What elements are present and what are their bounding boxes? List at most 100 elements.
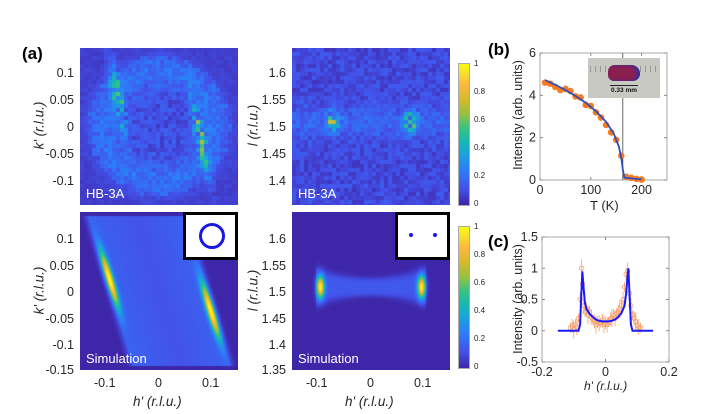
colorbar-tick: 0.8	[474, 87, 486, 96]
colorbar-tick: 0.2	[474, 171, 486, 180]
xtick: -0.1	[94, 376, 116, 390]
data-point	[599, 318, 605, 324]
colorbar-tick: 0.4	[474, 306, 486, 315]
data-point	[631, 315, 637, 321]
colorbar-tick: 0	[474, 199, 479, 208]
data-point	[609, 315, 615, 321]
data-point	[633, 318, 639, 324]
data-point	[629, 312, 636, 318]
data-point	[569, 323, 575, 329]
panel-label-a: (a)	[22, 44, 43, 63]
data-point	[597, 114, 605, 121]
ytick: -0.1	[52, 174, 74, 188]
colorbar-tick: 1	[474, 59, 479, 68]
data-point	[601, 321, 607, 328]
xtick: 0.1	[414, 376, 432, 390]
data-point	[602, 320, 609, 326]
data-point	[628, 303, 634, 309]
source-label: Simulation	[298, 351, 359, 366]
xtick-label: 200	[631, 183, 652, 197]
source-label: HB-3A	[86, 186, 125, 201]
data-point	[585, 312, 591, 318]
sample-photo-inset: 0.33 mm	[588, 58, 660, 98]
data-point	[581, 303, 587, 309]
data-point	[588, 314, 594, 320]
data-point	[633, 175, 640, 183]
ytick: 0.05	[49, 259, 74, 273]
ytick: 0	[67, 120, 74, 134]
heatmap-hb3a-hk: HB-3A	[80, 48, 238, 205]
axes-box	[541, 236, 670, 363]
colorbar	[458, 63, 470, 206]
colorbar-tick: 0.6	[474, 278, 486, 287]
inset-two-dots	[395, 212, 450, 260]
data-point	[614, 310, 620, 316]
data-point	[591, 318, 597, 324]
xtick: 0.1	[202, 376, 220, 390]
ytick: 1.35	[261, 363, 286, 377]
ylabel: l (r.l.u.)	[245, 269, 261, 312]
data-point	[583, 306, 590, 312]
ytick: 1.6	[268, 66, 286, 80]
data-point	[621, 284, 628, 290]
ytick: 0.05	[49, 93, 74, 107]
data-point	[592, 108, 600, 116]
ytick: 1.4	[268, 338, 286, 352]
ytick: 1.6	[268, 232, 286, 246]
xtick: -0.1	[306, 376, 328, 390]
data-point	[575, 315, 582, 321]
colorbar	[458, 226, 470, 369]
data-point	[617, 306, 623, 312]
data-point	[636, 324, 642, 330]
ytick-label: 4	[529, 88, 536, 102]
ytick: -0.1	[52, 338, 74, 352]
ylabel: k' (r.l.u.)	[31, 266, 47, 315]
data-point	[637, 325, 644, 331]
data-point	[580, 281, 586, 287]
colorbar-tick: 0.6	[474, 115, 486, 124]
heatmap-canvas	[80, 48, 238, 205]
data-point	[612, 315, 618, 321]
xtick-label: 0.2	[660, 365, 677, 379]
ytick-label: 6	[529, 46, 536, 60]
data-point	[618, 303, 624, 309]
xlabel: h' (r.l.u.)	[345, 394, 394, 409]
data-point	[623, 173, 630, 181]
data-point	[598, 320, 604, 326]
heatmap-hb3a-hl: HB-3A	[292, 48, 450, 205]
dot-icon	[433, 233, 437, 237]
data-point	[602, 121, 610, 129]
heatmap-simulation-hl: Simulation	[292, 212, 450, 370]
data-point	[579, 265, 585, 271]
data-point	[625, 268, 631, 274]
ytick: 0.1	[56, 66, 74, 80]
colorbar-tick: 1	[474, 222, 479, 231]
data-point	[571, 326, 577, 333]
data-point	[557, 86, 564, 94]
data-point	[594, 319, 601, 325]
data-point	[634, 323, 640, 329]
inset-caption: 0.33 mm	[610, 87, 638, 94]
data-point	[620, 296, 626, 303]
xlabel-b: T (K)	[590, 198, 619, 213]
data-point	[607, 129, 615, 136]
data-point	[606, 319, 612, 325]
xtick: 0	[155, 376, 162, 390]
ytick: 1.55	[261, 93, 286, 107]
ytick: 1.55	[261, 259, 286, 273]
data-point	[572, 321, 578, 328]
data-point	[574, 324, 580, 330]
data-point	[541, 79, 549, 86]
data-point	[628, 174, 635, 182]
xtick-label: -0.2	[531, 365, 553, 379]
ytick: 1.5	[268, 120, 286, 134]
data-point	[596, 320, 602, 326]
ytick: 1.45	[261, 312, 286, 326]
xlabel: h' (r.l.u.)	[133, 394, 182, 409]
data-point	[587, 102, 595, 110]
data-point	[638, 176, 645, 183]
heatmap-canvas	[292, 48, 450, 205]
inset-ring	[183, 212, 238, 260]
data-point	[551, 83, 559, 91]
ytick: -0.05	[45, 312, 75, 326]
